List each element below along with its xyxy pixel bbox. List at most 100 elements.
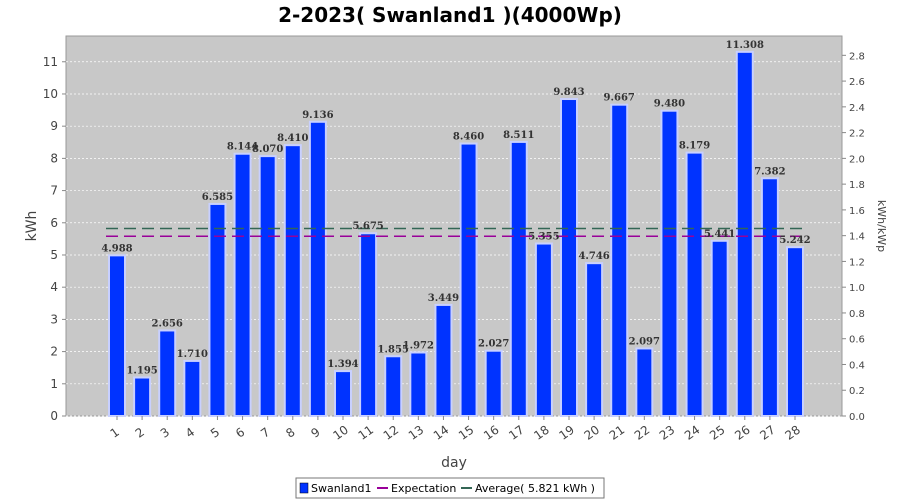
y2-tick-label: 2.0	[849, 154, 865, 165]
bar-day-28	[786, 246, 804, 417]
reference-lines	[106, 227, 806, 238]
legend-label-average: Average( 5.821 kWh )	[475, 482, 595, 495]
y-tick-label: 10	[43, 87, 58, 101]
bar-day-17	[509, 140, 528, 417]
x-tick-label: 22	[632, 423, 653, 443]
bar-day-1	[108, 254, 126, 417]
value-label-day-8: 8.410	[277, 133, 308, 144]
value-label-day-10: 1.394	[327, 359, 358, 370]
bar-day-3	[158, 329, 177, 418]
value-label-day-20: 4.746	[578, 251, 609, 262]
bar-day-25	[710, 239, 729, 417]
value-label-day-18: 5.355	[528, 232, 559, 243]
y2-tick-label: 2.2	[849, 129, 865, 140]
y-tick-label: 4	[50, 280, 58, 294]
bars	[108, 50, 804, 418]
x-tick-label: 25	[707, 423, 728, 443]
x-tick-label: 13	[406, 423, 427, 443]
value-label-day-12: 1.855	[378, 344, 409, 355]
x-tick-label: 5	[208, 425, 222, 441]
y-tick-label: 9	[50, 119, 58, 133]
value-label-day-27: 7.382	[754, 166, 785, 177]
x-tick-label: 1	[108, 425, 122, 441]
bar-day-16	[484, 349, 503, 417]
x-tick-label: 23	[657, 423, 678, 443]
bar-day-12	[384, 355, 403, 418]
y-tick-label: 11	[43, 55, 58, 69]
y2-tick-label: 0.8	[849, 309, 865, 320]
bar-day-9	[308, 120, 327, 418]
y-tick-label: 0	[50, 409, 58, 423]
x-tick-label: 20	[582, 423, 603, 443]
y2-tick-label: 2.6	[849, 77, 865, 88]
y-tick-label: 3	[50, 312, 58, 326]
value-label-day-7: 8.070	[252, 144, 283, 155]
y2-tick-label: 2.8	[849, 51, 865, 62]
value-label-day-1: 4.988	[101, 243, 132, 254]
value-label-day-21: 9.667	[604, 93, 635, 104]
x-tick-label: 2	[133, 425, 147, 441]
chart-title: 2-2023( Swanland1 )(4000Wp)	[278, 3, 622, 27]
y-tick-label: 2	[50, 345, 58, 359]
bar-day-19	[560, 98, 578, 417]
value-label-day-14: 3.449	[428, 293, 459, 304]
value-label-day-3: 2.656	[152, 318, 183, 329]
x-tick-label: 12	[381, 423, 402, 443]
y2-tick-label: 1.0	[849, 283, 865, 294]
bar-day-6	[233, 152, 252, 417]
value-label-day-4: 1.710	[177, 349, 208, 360]
value-label-day-15: 8.460	[453, 132, 484, 143]
x-tick-label: 6	[233, 425, 247, 441]
y2-tick-label: 1.8	[849, 180, 865, 191]
value-label-day-9: 9.136	[302, 110, 333, 121]
y-axis-label: kWh	[24, 211, 40, 242]
x-tick-label: 3	[158, 425, 172, 441]
bar-day-2	[133, 376, 152, 417]
bar-day-8	[283, 144, 302, 417]
value-label-day-28: 5.242	[779, 235, 810, 246]
value-label-day-17: 8.511	[503, 130, 534, 141]
y-tick-label: 7	[50, 184, 58, 198]
x-axis-label: day	[441, 455, 467, 471]
value-label-day-16: 2.027	[478, 339, 509, 350]
y2-tick-label: 0.0	[849, 412, 865, 423]
x-tick-label: 15	[456, 423, 477, 443]
bar-day-18	[534, 242, 553, 417]
x-tick-label: 8	[283, 425, 297, 441]
x-tick-label: 4	[183, 425, 197, 441]
y2-tick-label: 2.4	[849, 103, 865, 114]
bar-day-26	[735, 50, 754, 418]
y-axis: 0 1 2 3 4 5 6 7 8 9 10 11	[43, 55, 66, 423]
bar-day-15	[459, 142, 478, 417]
legend-label-expectation: Expectation	[391, 482, 456, 495]
x-tick-label: 27	[757, 423, 778, 443]
x-tick-label: 10	[330, 423, 351, 443]
value-label-day-2: 1.195	[126, 366, 157, 377]
y-tick-label: 6	[50, 216, 58, 230]
y-tick-label: 8	[50, 151, 58, 165]
x-tick-label: 7	[258, 425, 272, 441]
value-label-day-6: 8.144	[227, 142, 258, 153]
value-label-day-23: 9.480	[654, 99, 685, 110]
x-axis: 1 2 3 4 5 6 7 8 9 10 11 12 13 14 15 16 17 18 19 20 21 22 23 24 2…	[108, 416, 803, 443]
y2-tick-label: 0.6	[849, 335, 865, 346]
y2-tick-label: 0.4	[849, 360, 865, 371]
bar-day-7	[258, 155, 277, 417]
value-label-day-19: 9.843	[553, 87, 584, 98]
x-tick-label: 11	[356, 423, 377, 443]
value-label-day-24: 8.179	[679, 141, 710, 152]
legend-swatch-bars	[299, 482, 309, 494]
legend-label-bars: Swanland1	[311, 482, 371, 495]
bar-day-20	[585, 262, 604, 418]
x-tick-label: 17	[506, 423, 527, 443]
x-tick-label: 24	[682, 423, 703, 443]
bar-day-21	[610, 103, 629, 418]
y-tick-label: 1	[50, 377, 58, 391]
bar-day-27	[760, 177, 779, 417]
bar-day-24	[685, 151, 704, 418]
x-tick-label: 28	[782, 423, 803, 443]
value-label-day-11: 5.675	[352, 221, 383, 232]
x-tick-label: 16	[481, 423, 502, 443]
